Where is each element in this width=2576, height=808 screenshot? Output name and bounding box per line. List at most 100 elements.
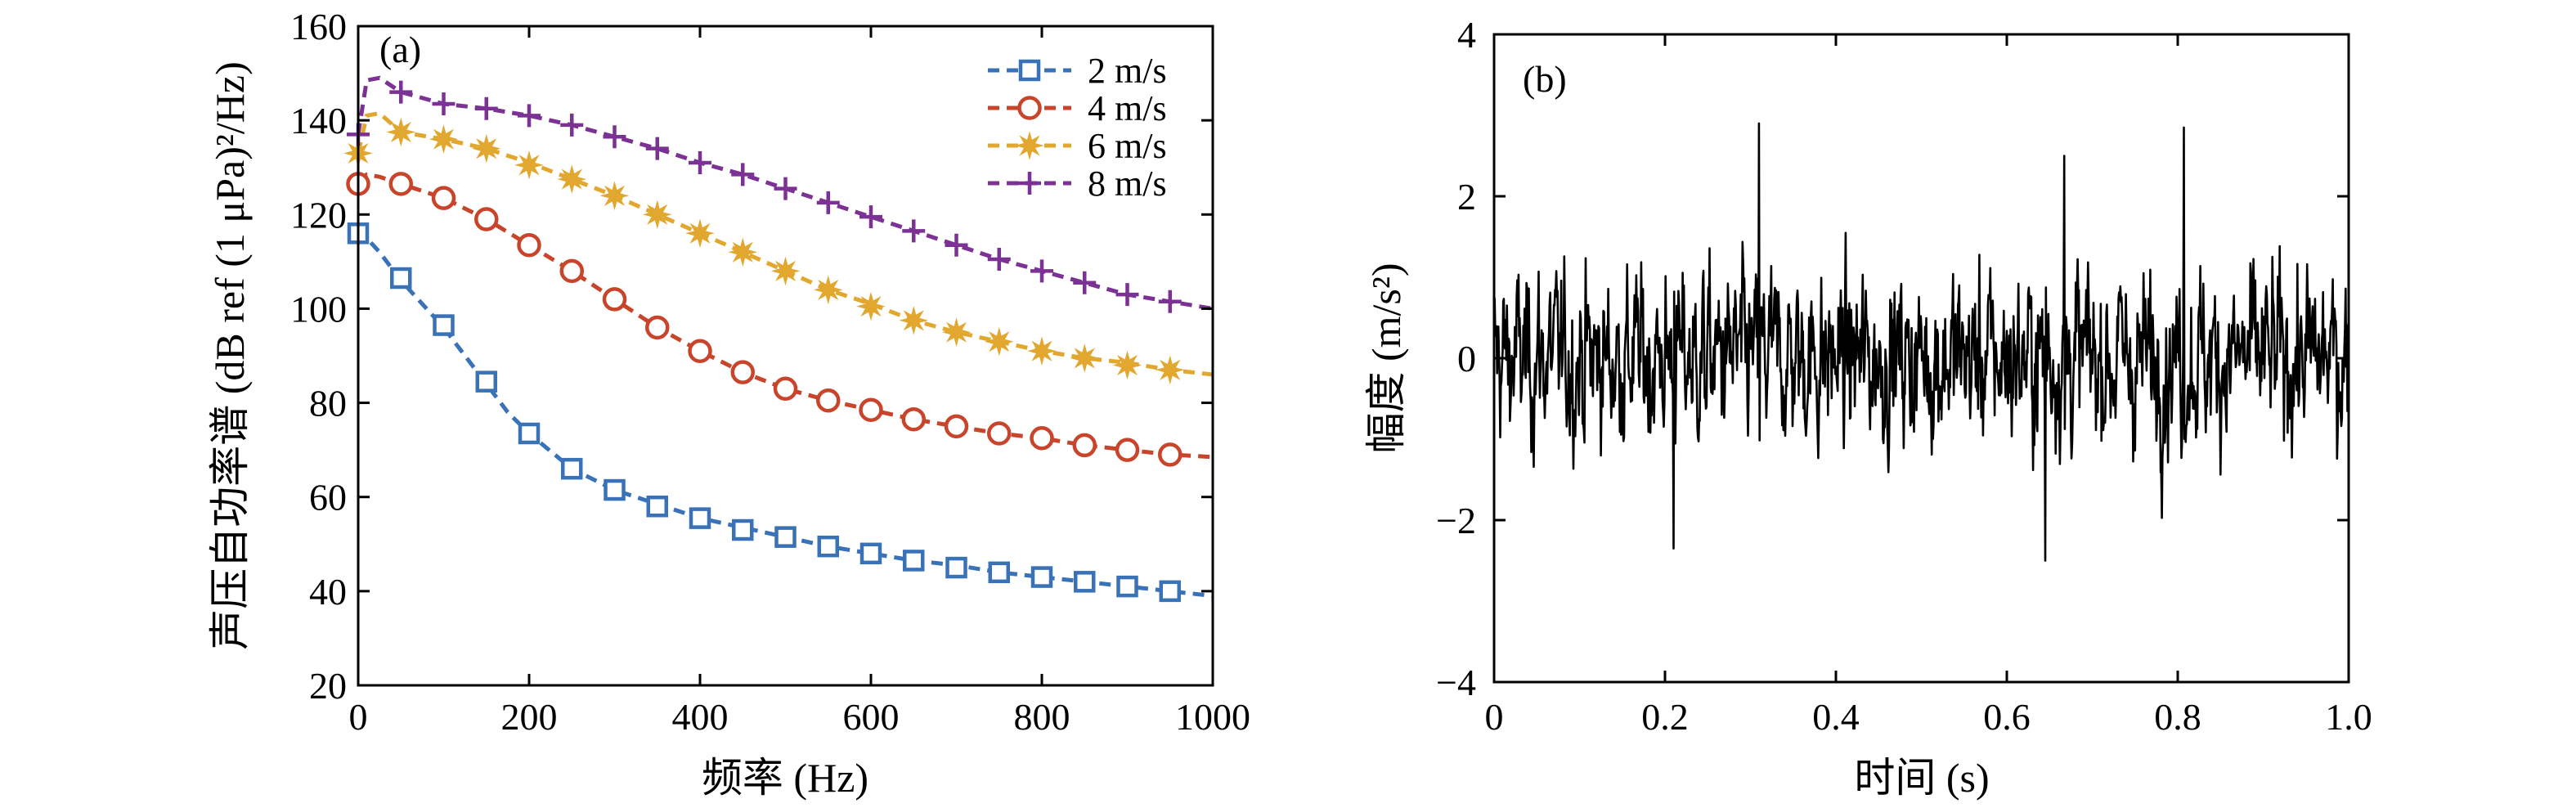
data-point [475,370,497,393]
panel-a-x-axis-title: 频率 (Hz) [702,755,868,801]
data-point [1074,571,1096,593]
data-point [859,397,883,422]
panel-a-x-tick-label: 200 [501,696,558,738]
data-point [1158,290,1182,313]
panel-a-y-tick-label: 40 [309,571,347,613]
panel-b-x-tick-label: 0.2 [1641,696,1689,738]
panel-b-y-tick-label: 4 [1457,14,1476,56]
data-point [814,275,843,305]
panel-b-y-tick-label: 0 [1457,338,1476,379]
series-line [356,75,1214,311]
data-point [816,388,841,413]
data-point [646,495,668,518]
data-point [602,287,627,312]
panel-a-x-tick-label: 1000 [1175,696,1250,738]
legend-entry-label: 8 m/s [1088,164,1167,204]
data-point [689,507,711,529]
data-point [1156,355,1185,385]
data-point [774,526,797,548]
data-point [685,218,715,249]
legend-marker [1018,172,1041,195]
legend-entry-label: 6 m/s [1088,126,1167,166]
data-point [389,80,413,104]
data-point [561,457,583,480]
data-point [1070,343,1100,373]
data-point [645,315,670,340]
series-4-m-s [346,172,1214,467]
data-point [472,133,501,164]
vibration-signal-line [1492,122,2350,562]
data-point [856,291,886,321]
panel-a-plot-area [343,75,1214,603]
data-point [1073,271,1097,294]
data-point [985,326,1014,357]
data-point [732,518,754,541]
panel-a-x-tick-label: 600 [843,696,900,738]
panel-a-y-ticks: 20 40 60 80 100 120 140 160 [290,6,1213,707]
data-point [945,556,967,579]
legend-entry-label: 4 m/s [1088,88,1167,128]
data-point [603,125,626,149]
data-point [859,205,882,229]
data-point [474,207,499,231]
data-point [945,233,968,257]
data-point [433,314,455,336]
data-point [1116,575,1138,598]
data-point [474,97,498,120]
panel-b-x-tick-label: 0 [1485,696,1504,738]
legend-marker [1018,59,1041,82]
data-point [1115,283,1139,307]
series-2-m-s [347,222,1214,603]
data-point [645,137,669,160]
panel-b-label: (b) [1523,58,1567,100]
data-point [514,150,544,180]
panel-a-frame [357,25,1214,687]
panel-b-y-tick-label: −4 [1436,662,1476,703]
panel-a-y-tick-label: 80 [309,383,347,424]
panel-a-x-tick-label: 800 [1014,696,1070,738]
data-point [728,237,758,267]
panel-a-legend: 2 m/s4 m/s6 m/s8 m/s [988,51,1167,204]
panel-b-x-tick-label: 0.6 [1983,696,2031,738]
panel-b-y-axis-title: 幅度 (m/s²) [1363,263,1409,453]
panel-a-y-tick-label: 160 [290,6,347,47]
panel-b-y-ticks: −4 −2 0 2 4 [1436,14,2349,703]
data-point [903,550,925,572]
data-point [731,163,755,186]
data-point [386,117,416,147]
data-point [1112,350,1142,380]
legend-entry-label: 2 m/s [1088,51,1167,91]
panel-b-x-tick-label: 0.8 [2154,696,2201,738]
panel-a-y-tick-label: 140 [290,100,347,141]
data-point [774,177,797,200]
panel-a-y-tick-label: 100 [290,288,347,330]
data-point [817,535,839,558]
panel-a: 0 200 400 600 800 1000 20 40 60 80 100 120 140 160 (… [207,6,1250,801]
panel-a-y-tick-label: 60 [309,477,347,518]
panel-a-label: (a) [379,29,421,70]
panel-a-x-tick-label: 400 [672,696,729,738]
panel-a-y-axis-title: 声压自功率谱 (dB ref (1 μPa)²/Hz) [207,61,253,649]
legend-marker [1015,131,1044,160]
data-point [902,219,926,243]
panel-a-x-tick-label: 0 [349,696,368,738]
panel-b-x-axis-title: 时间 (s) [1854,755,1989,801]
data-point [518,422,541,445]
data-point [557,164,587,194]
panel-b: 0 0.2 0.4 0.6 0.8 1.0 −4 −2 0 2 4 (b) 时间 (s) 幅度 (… [1363,14,2372,801]
data-point [987,421,1012,446]
panel-b-y-tick-label: −2 [1436,500,1476,541]
data-point [1027,336,1057,366]
data-point [1072,433,1097,458]
data-point [599,181,630,211]
panel-b-x-tick-label: 0.4 [1812,696,1860,738]
data-point [773,376,798,402]
panel-a-x-ticks: 0 200 400 600 800 1000 [349,26,1250,738]
data-point [941,317,972,348]
data-point [518,104,541,128]
data-point [643,200,672,230]
data-point [429,124,459,155]
data-point [1158,442,1183,467]
data-point [604,478,626,501]
